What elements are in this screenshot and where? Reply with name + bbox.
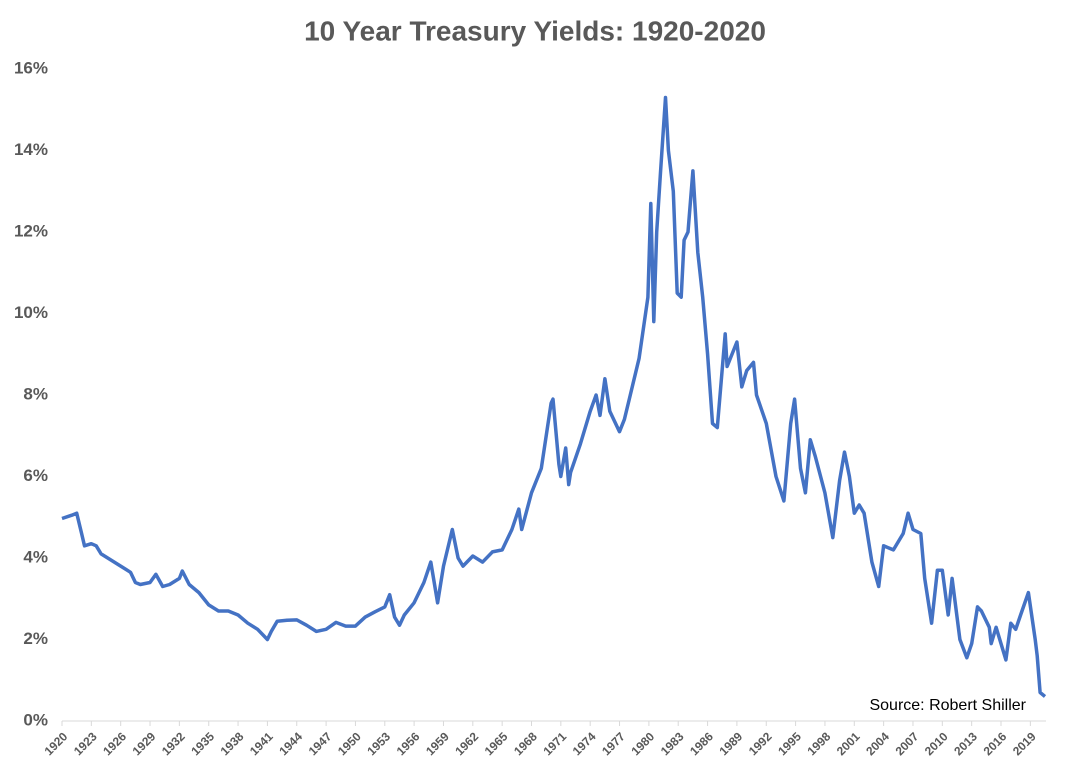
annotation: Source: Robert Shiller [869,697,1026,714]
x-tick-label: 2001 [834,729,863,758]
x-tick-label: 1953 [364,729,393,758]
x-tick-label: 2016 [981,729,1010,758]
x-tick-label: 1923 [71,729,100,758]
x-tick-label: 1971 [540,729,569,758]
x-tick-label: 1992 [746,729,775,758]
x-tick-label: 1932 [159,729,188,758]
x-tick-label: 1956 [394,729,423,758]
x-tick-label: 1965 [482,729,511,758]
x-tick-label: 2019 [1010,729,1039,758]
x-tick-label: 1998 [805,729,834,758]
x-tick-label: 2013 [951,729,980,758]
x-tick-label: 1995 [775,729,804,758]
x-tick-label: 1938 [218,729,247,758]
x-tick-label: 1977 [599,729,628,758]
x-tick-label: 1935 [188,729,217,758]
x-tick-label: 1983 [658,729,687,758]
x-tick-label: 1989 [716,729,745,758]
x-tick-label: 1944 [276,729,305,758]
line [61,95,1047,698]
x-tick-label: 1920 [42,729,71,758]
y-tick-label: 2% [23,629,48,648]
x-tick-label: 1941 [247,729,276,758]
x-tick-label: 1968 [511,729,540,758]
x-tick-label: 1947 [306,729,335,758]
y-tick-label: 6% [23,466,48,485]
x-tick-label: 1929 [130,729,159,758]
y-tick-label: 0% [23,710,48,729]
y-tick-label: 8% [23,384,48,403]
x-tick-label: 2007 [893,729,922,758]
x-tick-label: 1974 [570,729,599,758]
y-tick-label: 10% [14,303,48,322]
x-tick-label: 2010 [922,729,951,758]
x-tick-label: 1959 [423,729,452,758]
y-tick-label: 16% [14,58,48,77]
chart-title: 10 Year Treasury Yields: 1920-2020 [304,15,766,46]
x-tick-label: 1950 [335,729,364,758]
x-tick-label: 1926 [100,729,129,758]
x-tick-label: 1986 [687,729,716,758]
x-tick-label: 1980 [628,729,657,758]
y-tick-label: 12% [14,221,48,240]
y-tick-label: 14% [14,140,48,159]
x-tick-label: 2004 [863,729,892,758]
x-tick-label: 1962 [452,729,481,758]
y-tick-label: 4% [23,547,48,566]
